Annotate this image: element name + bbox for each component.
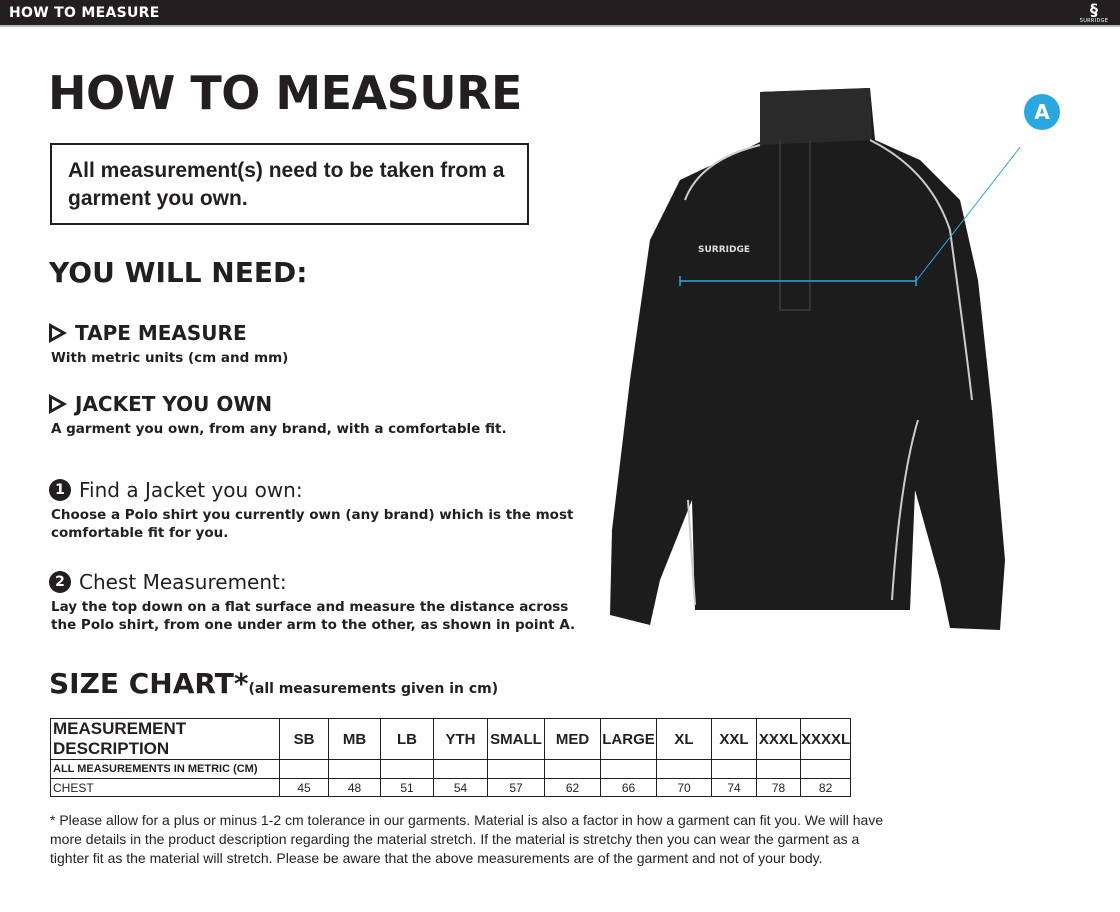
step-number-icon: 1 bbox=[49, 479, 71, 501]
you-will-need-heading: YOU WILL NEED: bbox=[49, 256, 308, 289]
size-header: XL bbox=[656, 718, 712, 760]
empty-cell bbox=[756, 759, 801, 779]
empty-cell bbox=[328, 759, 381, 779]
empty-cell bbox=[544, 759, 601, 779]
page-title: HOW TO MEASURE bbox=[48, 66, 522, 120]
chest-value: 82 bbox=[799, 778, 852, 797]
chest-label: CHEST bbox=[50, 778, 280, 797]
empty-cell bbox=[600, 759, 657, 779]
size-chart-table: MEASUREMENT DESCRIPTION SB MB LB YTH SMALL MED… bbox=[50, 718, 852, 797]
top-bar: HOW TO MEASURE § SURRIDGE bbox=[0, 0, 1120, 27]
empty-cell bbox=[487, 759, 545, 779]
size-header: LARGE bbox=[600, 718, 657, 760]
point-a-badge: A bbox=[1024, 94, 1060, 130]
empty-cell bbox=[380, 759, 434, 779]
chest-value: 78 bbox=[756, 778, 801, 797]
chest-value: 70 bbox=[656, 778, 712, 797]
empty-cell bbox=[711, 759, 757, 779]
size-header: SB bbox=[279, 718, 329, 760]
chest-value: 51 bbox=[380, 778, 434, 797]
size-header: SMALL bbox=[487, 718, 545, 760]
chest-value: 54 bbox=[433, 778, 488, 797]
size-header: MED bbox=[544, 718, 601, 760]
chest-value: 62 bbox=[544, 778, 601, 797]
play-triangle-icon bbox=[49, 323, 67, 343]
metric-label: ALL MEASUREMENTS IN METRIC (CM) bbox=[50, 759, 280, 779]
empty-cell bbox=[433, 759, 488, 779]
step-number-icon: 2 bbox=[49, 571, 71, 593]
chest-value: 66 bbox=[600, 778, 657, 797]
size-header: MB bbox=[328, 718, 381, 760]
size-header: XXXL bbox=[756, 718, 801, 760]
notice-box: All measurement(s) need to be taken from… bbox=[50, 143, 529, 225]
chest-value: 57 bbox=[487, 778, 545, 797]
chest-value: 45 bbox=[279, 778, 329, 797]
chest-value: 74 bbox=[711, 778, 757, 797]
need-tape-measure: TAPE MEASURE With metric units (cm and m… bbox=[49, 321, 289, 366]
size-header: XXL bbox=[711, 718, 757, 760]
step-1: 1 Find a Jacket you own: Choose a Polo sh… bbox=[49, 478, 574, 541]
svg-text:SURRIDGE: SURRIDGE bbox=[698, 245, 750, 255]
empty-cell bbox=[656, 759, 712, 779]
play-triangle-icon bbox=[49, 394, 67, 414]
step-2: 2 Chest Measurement: Lay the top down on … bbox=[49, 570, 576, 633]
footnote: * Please allow for a plus or minus 1-2 c… bbox=[50, 812, 884, 866]
size-header: LB bbox=[380, 718, 434, 760]
chest-value: 48 bbox=[328, 778, 381, 797]
size-chart-title: SIZE CHART*(all measurements given in cm… bbox=[49, 667, 499, 700]
size-header: YTH bbox=[433, 718, 488, 760]
empty-cell bbox=[799, 759, 852, 779]
empty-cell bbox=[279, 759, 329, 779]
header-title: HOW TO MEASURE bbox=[9, 5, 160, 21]
size-header: XXXXL bbox=[799, 718, 852, 760]
surridge-logo: § SURRIDGE bbox=[1079, 0, 1109, 25]
header-label: MEASUREMENT DESCRIPTION bbox=[50, 718, 280, 760]
need-jacket: JACKET YOU OWN A garment you own, from a… bbox=[49, 392, 507, 437]
jacket-image: SURRIDGE bbox=[610, 88, 1020, 630]
